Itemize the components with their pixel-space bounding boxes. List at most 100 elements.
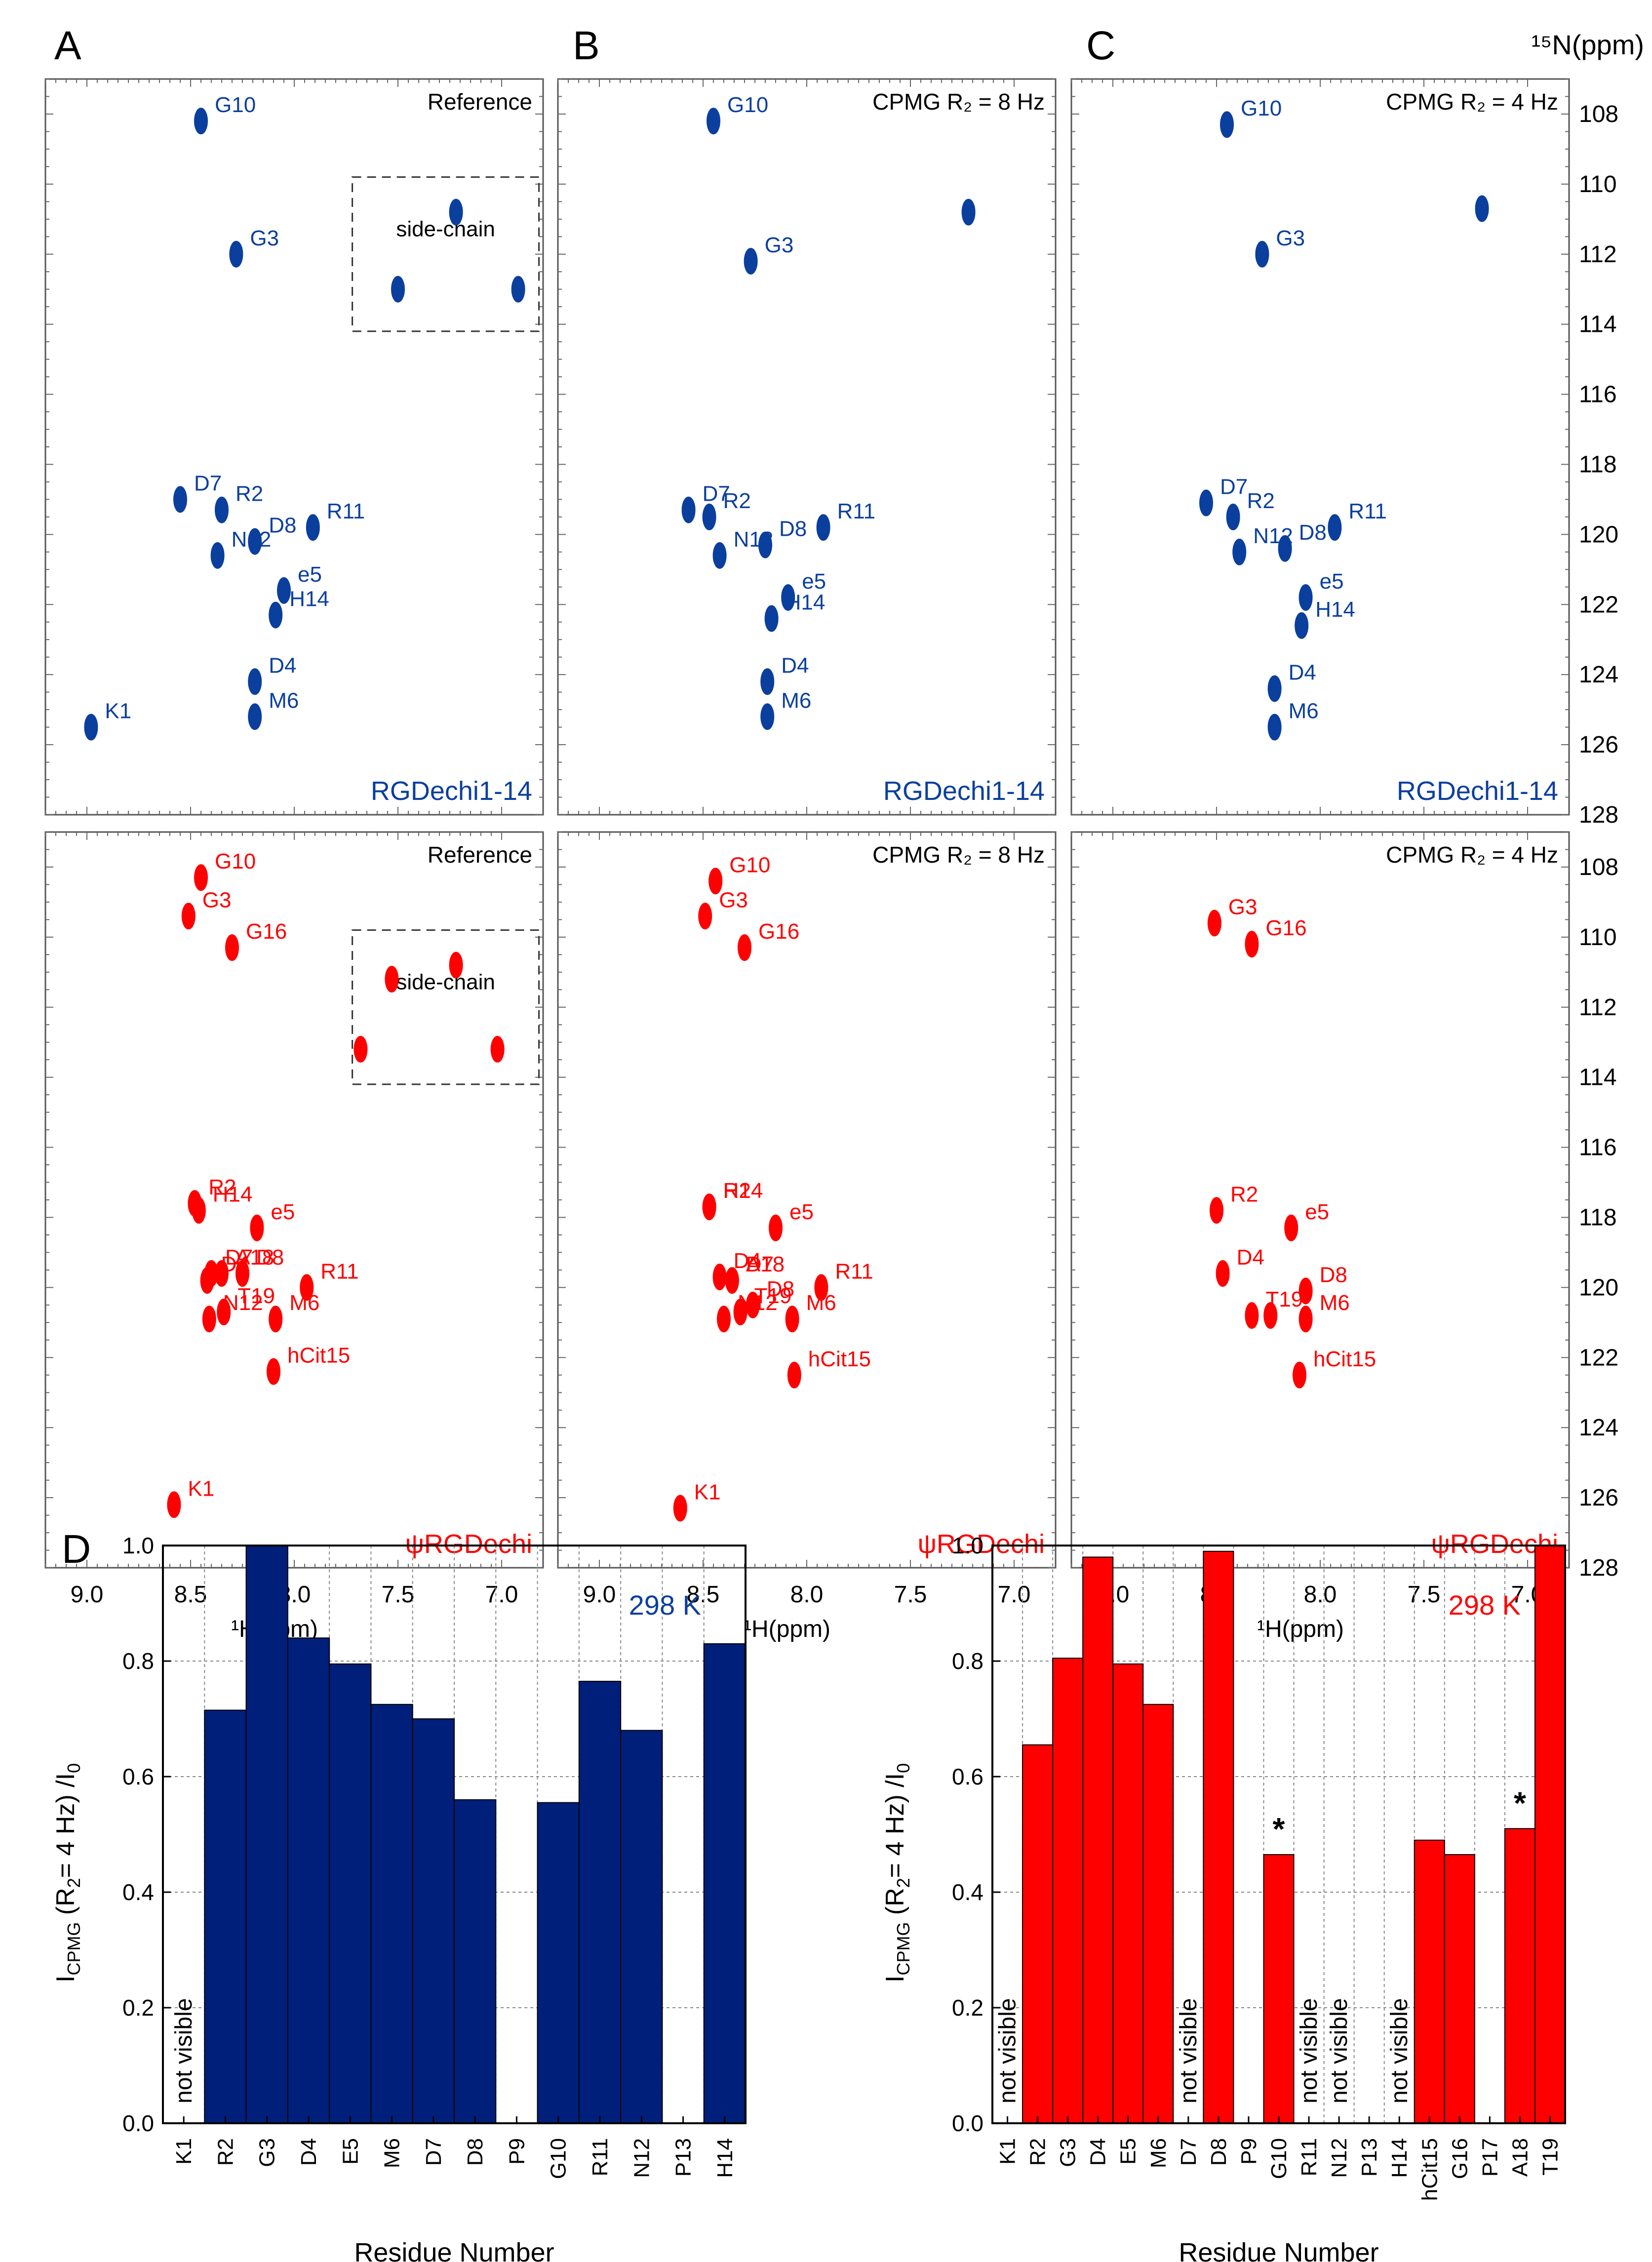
y-tick-label: 110 xyxy=(1579,924,1617,951)
peak xyxy=(1232,538,1247,565)
peak-label: N12 xyxy=(232,527,272,552)
x-tick-label: T19 xyxy=(1538,2138,1562,2176)
x-tick-label: R2 xyxy=(213,2138,237,2166)
peak-label: G16 xyxy=(1265,916,1306,940)
x-tick-label: 8.0 xyxy=(790,1582,824,1608)
y-tick-label: 120 xyxy=(1579,521,1618,548)
peak-label: H14 xyxy=(213,1182,253,1206)
y-tick-label: 114 xyxy=(1579,312,1617,338)
nmr-panel: Reference ψRGDechi side-chain G10 G3 G16 R2H14… xyxy=(44,831,544,1569)
peak-label: e5 xyxy=(789,1200,814,1224)
peak-label: R11 xyxy=(835,1259,873,1283)
y-axis-title-part: (R xyxy=(51,1888,80,1922)
bar xyxy=(1022,1744,1054,2124)
peak xyxy=(785,1306,799,1333)
peak-label: G10 xyxy=(1241,96,1282,120)
peak xyxy=(248,703,262,730)
y-tick-label: 124 xyxy=(1579,662,1618,688)
bar xyxy=(370,1704,413,2124)
y-tick-label: 112 xyxy=(1579,994,1617,1021)
peak xyxy=(277,577,291,604)
peak-label: D4 xyxy=(1289,661,1316,685)
x-tick-label: P13 xyxy=(671,2138,696,2177)
x-tick-label: D8 xyxy=(463,2138,487,2166)
peak xyxy=(236,1260,249,1287)
y-tick-label: 0.4 xyxy=(952,1879,983,1905)
peak-label: e5 xyxy=(802,569,826,594)
peak-label: H14 xyxy=(289,587,329,611)
peak xyxy=(194,864,208,891)
x-tick-label: 9.0 xyxy=(583,1582,616,1608)
peak xyxy=(1267,675,1282,702)
peak-label: D4 xyxy=(734,1249,761,1273)
bar xyxy=(1052,1658,1084,2124)
peak-label: K1 xyxy=(694,1480,721,1504)
peak-label: D8 xyxy=(1299,520,1327,545)
peak xyxy=(717,1306,731,1333)
peak-label: G16 xyxy=(246,919,287,944)
peak xyxy=(708,868,723,895)
y-tick-label: 108 xyxy=(1579,854,1618,880)
x-tick-label: hCit15 xyxy=(1417,2138,1442,2201)
x-tick-label: 8.5 xyxy=(687,1582,720,1608)
peak-label: G3 xyxy=(1276,226,1305,250)
x-tick-label: K1 xyxy=(172,2138,196,2165)
sidechain-label: side-chain xyxy=(396,217,495,241)
y-tick-label: 0.4 xyxy=(122,1879,154,1905)
peak-label: G3 xyxy=(1228,895,1258,919)
peak xyxy=(354,1035,368,1063)
peak-label: K1 xyxy=(188,1476,214,1501)
peak xyxy=(248,668,262,695)
panel-frame xyxy=(1070,78,1570,816)
peak xyxy=(781,584,795,611)
peak-label: R2 xyxy=(723,1179,751,1203)
x-tick-label: E5 xyxy=(338,2138,362,2165)
peak xyxy=(210,542,225,569)
peak xyxy=(758,531,772,558)
sample-label: RGDechi1-14 xyxy=(883,776,1045,806)
peak xyxy=(733,1299,747,1326)
y-tick-label: 122 xyxy=(1579,592,1618,618)
not-visible-label: not visible xyxy=(995,1998,1021,2103)
peak-label: T19 xyxy=(237,1284,275,1308)
peak-label: D8 xyxy=(256,1245,284,1270)
peak xyxy=(673,1495,687,1522)
peak-label: G10 xyxy=(215,93,256,117)
y-axis-title: ICPMG (R2= 4 Hz) /I0 xyxy=(51,1763,84,1983)
peak xyxy=(385,966,399,992)
panel-title: CPMG R₂ = 8 Hz xyxy=(872,89,1045,115)
peak-label: R11 xyxy=(327,499,365,523)
peak xyxy=(764,605,779,632)
temperature-label: 298 K xyxy=(629,1589,701,1621)
y-tick-label: 0.0 xyxy=(122,2110,154,2136)
peak-label: R2 xyxy=(1247,489,1275,513)
y-tick-label: 0.8 xyxy=(952,1648,983,1674)
not-visible-label: not visible xyxy=(171,1998,197,2103)
y-axis-title: ICPMG (R2= 4 Hz) /I0 xyxy=(881,1763,913,1983)
x-tick-label: P9 xyxy=(1237,2138,1261,2165)
peak xyxy=(1328,514,1342,541)
y-axis-title-part: 0 xyxy=(64,1763,84,1773)
panel-title: CPMG R₂ = 4 Hz xyxy=(1386,89,1558,115)
bar xyxy=(1504,1828,1535,2124)
y-tick-label: 122 xyxy=(1579,1345,1618,1371)
x-tick-label: 7.5 xyxy=(382,1582,415,1608)
peak-label: R2 xyxy=(236,482,263,506)
y-tick-label: 120 xyxy=(1579,1274,1618,1301)
x-tick-label: D4 xyxy=(1086,2138,1110,2166)
peak xyxy=(1295,612,1309,639)
peak xyxy=(698,903,712,930)
peak-label: T19 xyxy=(754,1284,792,1308)
bar xyxy=(1534,1545,1566,2124)
peak xyxy=(744,247,758,275)
peak xyxy=(746,1291,760,1318)
peak-label: G3 xyxy=(765,233,794,257)
sidechain-box xyxy=(352,176,540,332)
peak xyxy=(490,1035,505,1063)
peak-label: D7 xyxy=(703,482,730,506)
bar xyxy=(1263,1854,1295,2124)
y-axis-title-part: CPMG xyxy=(893,1922,913,1976)
peak xyxy=(787,1361,801,1389)
peak-label: G3 xyxy=(719,888,748,912)
